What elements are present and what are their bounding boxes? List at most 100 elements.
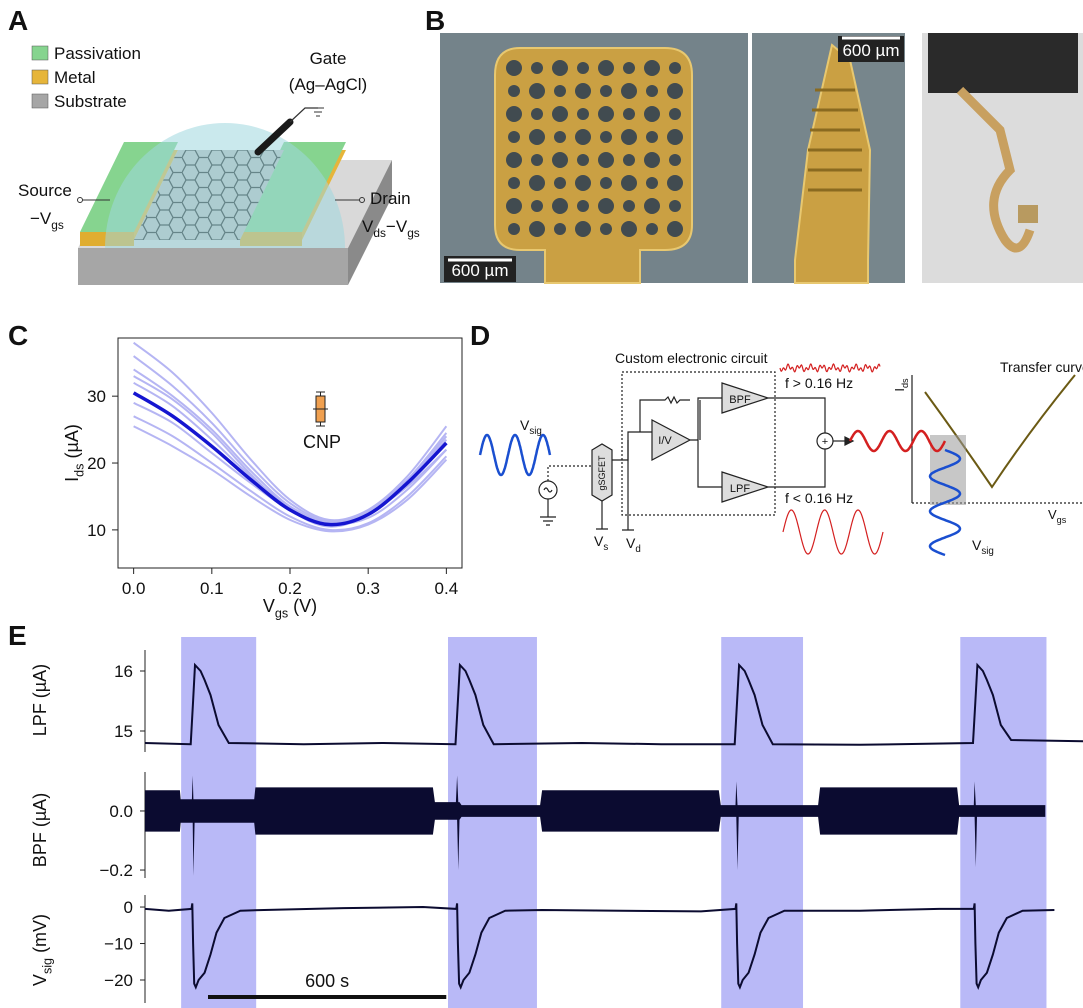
electrode-hole bbox=[575, 129, 591, 145]
text-part: V bbox=[1048, 507, 1057, 522]
electrode-hole bbox=[554, 131, 566, 143]
electrode-hole bbox=[600, 85, 612, 97]
electrode-hole bbox=[667, 129, 683, 145]
electrode-hole bbox=[646, 177, 658, 189]
label: (Ag–AgCl) bbox=[289, 75, 367, 94]
x-axis-label: Vgs (V) bbox=[263, 596, 317, 620]
subscript: gs bbox=[1057, 515, 1067, 525]
electrode-hole bbox=[508, 177, 520, 189]
text-part: V bbox=[263, 596, 275, 616]
subscript: gs bbox=[275, 606, 288, 620]
label: BPF bbox=[729, 394, 751, 406]
electrode-hole bbox=[506, 152, 522, 168]
label: Ids bbox=[892, 378, 910, 392]
electrode-hole bbox=[508, 223, 520, 235]
label: gSGFET bbox=[597, 455, 607, 491]
electrode-hole bbox=[531, 62, 543, 74]
electrode-hole bbox=[531, 108, 543, 120]
electrode-hole bbox=[508, 131, 520, 143]
electrode-hole bbox=[644, 60, 660, 76]
y-tick-label: 0 bbox=[124, 898, 133, 917]
electrode-hole bbox=[623, 62, 635, 74]
electrode-hole bbox=[577, 62, 589, 74]
curve bbox=[134, 416, 447, 530]
electrode-hole bbox=[621, 83, 637, 99]
noise-envelope bbox=[145, 776, 1045, 876]
electrode-hole bbox=[600, 177, 612, 189]
event-band bbox=[448, 637, 537, 1008]
label: f < 0.16 Hz bbox=[785, 490, 853, 506]
y-tick-label: 0.0 bbox=[109, 802, 133, 821]
electrode-hole bbox=[646, 85, 658, 97]
label: LPF bbox=[730, 483, 750, 495]
electrode-hole bbox=[531, 154, 543, 166]
electrode-hole bbox=[552, 198, 568, 214]
text-part: (V) bbox=[288, 596, 317, 616]
electrode-hole bbox=[621, 175, 637, 191]
electrode-hole bbox=[646, 131, 658, 143]
text-part: V bbox=[30, 974, 50, 986]
electrode-hole bbox=[552, 106, 568, 122]
electrode-hole bbox=[623, 108, 635, 120]
y-tick-label: 10 bbox=[87, 521, 106, 540]
plot-frame bbox=[118, 338, 462, 568]
panel-label: A bbox=[8, 5, 28, 36]
scale-bar-label: 600 s bbox=[305, 971, 349, 991]
electrode-hole bbox=[577, 108, 589, 120]
x-tick-label: 0.4 bbox=[435, 579, 459, 598]
electrode-hole bbox=[646, 223, 658, 235]
label: I/V bbox=[658, 435, 672, 447]
y-tick-label: 20 bbox=[87, 454, 106, 473]
label: Drain bbox=[370, 189, 411, 208]
label: −Vgs bbox=[30, 209, 64, 232]
x-tick-label: 0.1 bbox=[200, 579, 224, 598]
subscript: sig bbox=[981, 546, 994, 557]
label: Gate bbox=[310, 49, 347, 68]
legend-entry: Passivation bbox=[54, 44, 141, 63]
y-axis-label: Ids (µA) bbox=[62, 424, 86, 482]
annotation: CNP bbox=[303, 432, 341, 452]
subscript: ds bbox=[373, 226, 386, 240]
electrode-hole bbox=[552, 60, 568, 76]
y-tick-label: 16 bbox=[114, 662, 133, 681]
electrode-hole bbox=[529, 221, 545, 237]
subscript: d bbox=[635, 544, 640, 555]
electrode-hole bbox=[623, 200, 635, 212]
text-part: (µA) bbox=[62, 424, 82, 463]
device-photos bbox=[440, 33, 1083, 283]
electrode-hole bbox=[644, 152, 660, 168]
subscript: gs bbox=[407, 226, 420, 240]
electrode-hole bbox=[529, 175, 545, 191]
y-tick-label: −10 bbox=[104, 935, 133, 954]
electrode-hole bbox=[669, 154, 681, 166]
panel-label: C bbox=[8, 320, 28, 351]
text-part: −V bbox=[386, 217, 408, 236]
subscript: gs bbox=[51, 218, 64, 232]
panel-label: B bbox=[425, 5, 445, 36]
electrode-hole bbox=[554, 177, 566, 189]
electrode-hole bbox=[598, 106, 614, 122]
subscript: sig bbox=[529, 426, 542, 437]
event-band bbox=[721, 637, 803, 1008]
electrode-hole bbox=[506, 106, 522, 122]
scale-bar-label: 600 µm bbox=[842, 41, 899, 60]
electrode-hole bbox=[623, 154, 635, 166]
label: Transfer curve bbox=[1000, 359, 1083, 375]
electrode-hole bbox=[667, 175, 683, 191]
subscript: ds bbox=[72, 464, 86, 477]
circuit-diagram bbox=[480, 364, 1083, 555]
label: Source bbox=[18, 181, 72, 200]
text-part: V bbox=[362, 217, 374, 236]
electrode-hole bbox=[669, 62, 681, 74]
electrode-hole bbox=[577, 154, 589, 166]
y-axis-label: Vsig (mV) bbox=[30, 914, 54, 986]
label: Vd bbox=[626, 535, 641, 555]
electrode-hole bbox=[575, 175, 591, 191]
figure: ABCDEPassivationMetalSubstrateGate(Ag–Ag… bbox=[0, 0, 1083, 1008]
electrode-hole bbox=[600, 131, 612, 143]
electrode-hole bbox=[644, 106, 660, 122]
electrode-hole bbox=[552, 152, 568, 168]
label: + bbox=[822, 436, 828, 448]
panel-label: D bbox=[470, 320, 490, 351]
electrode-hole bbox=[531, 200, 543, 212]
